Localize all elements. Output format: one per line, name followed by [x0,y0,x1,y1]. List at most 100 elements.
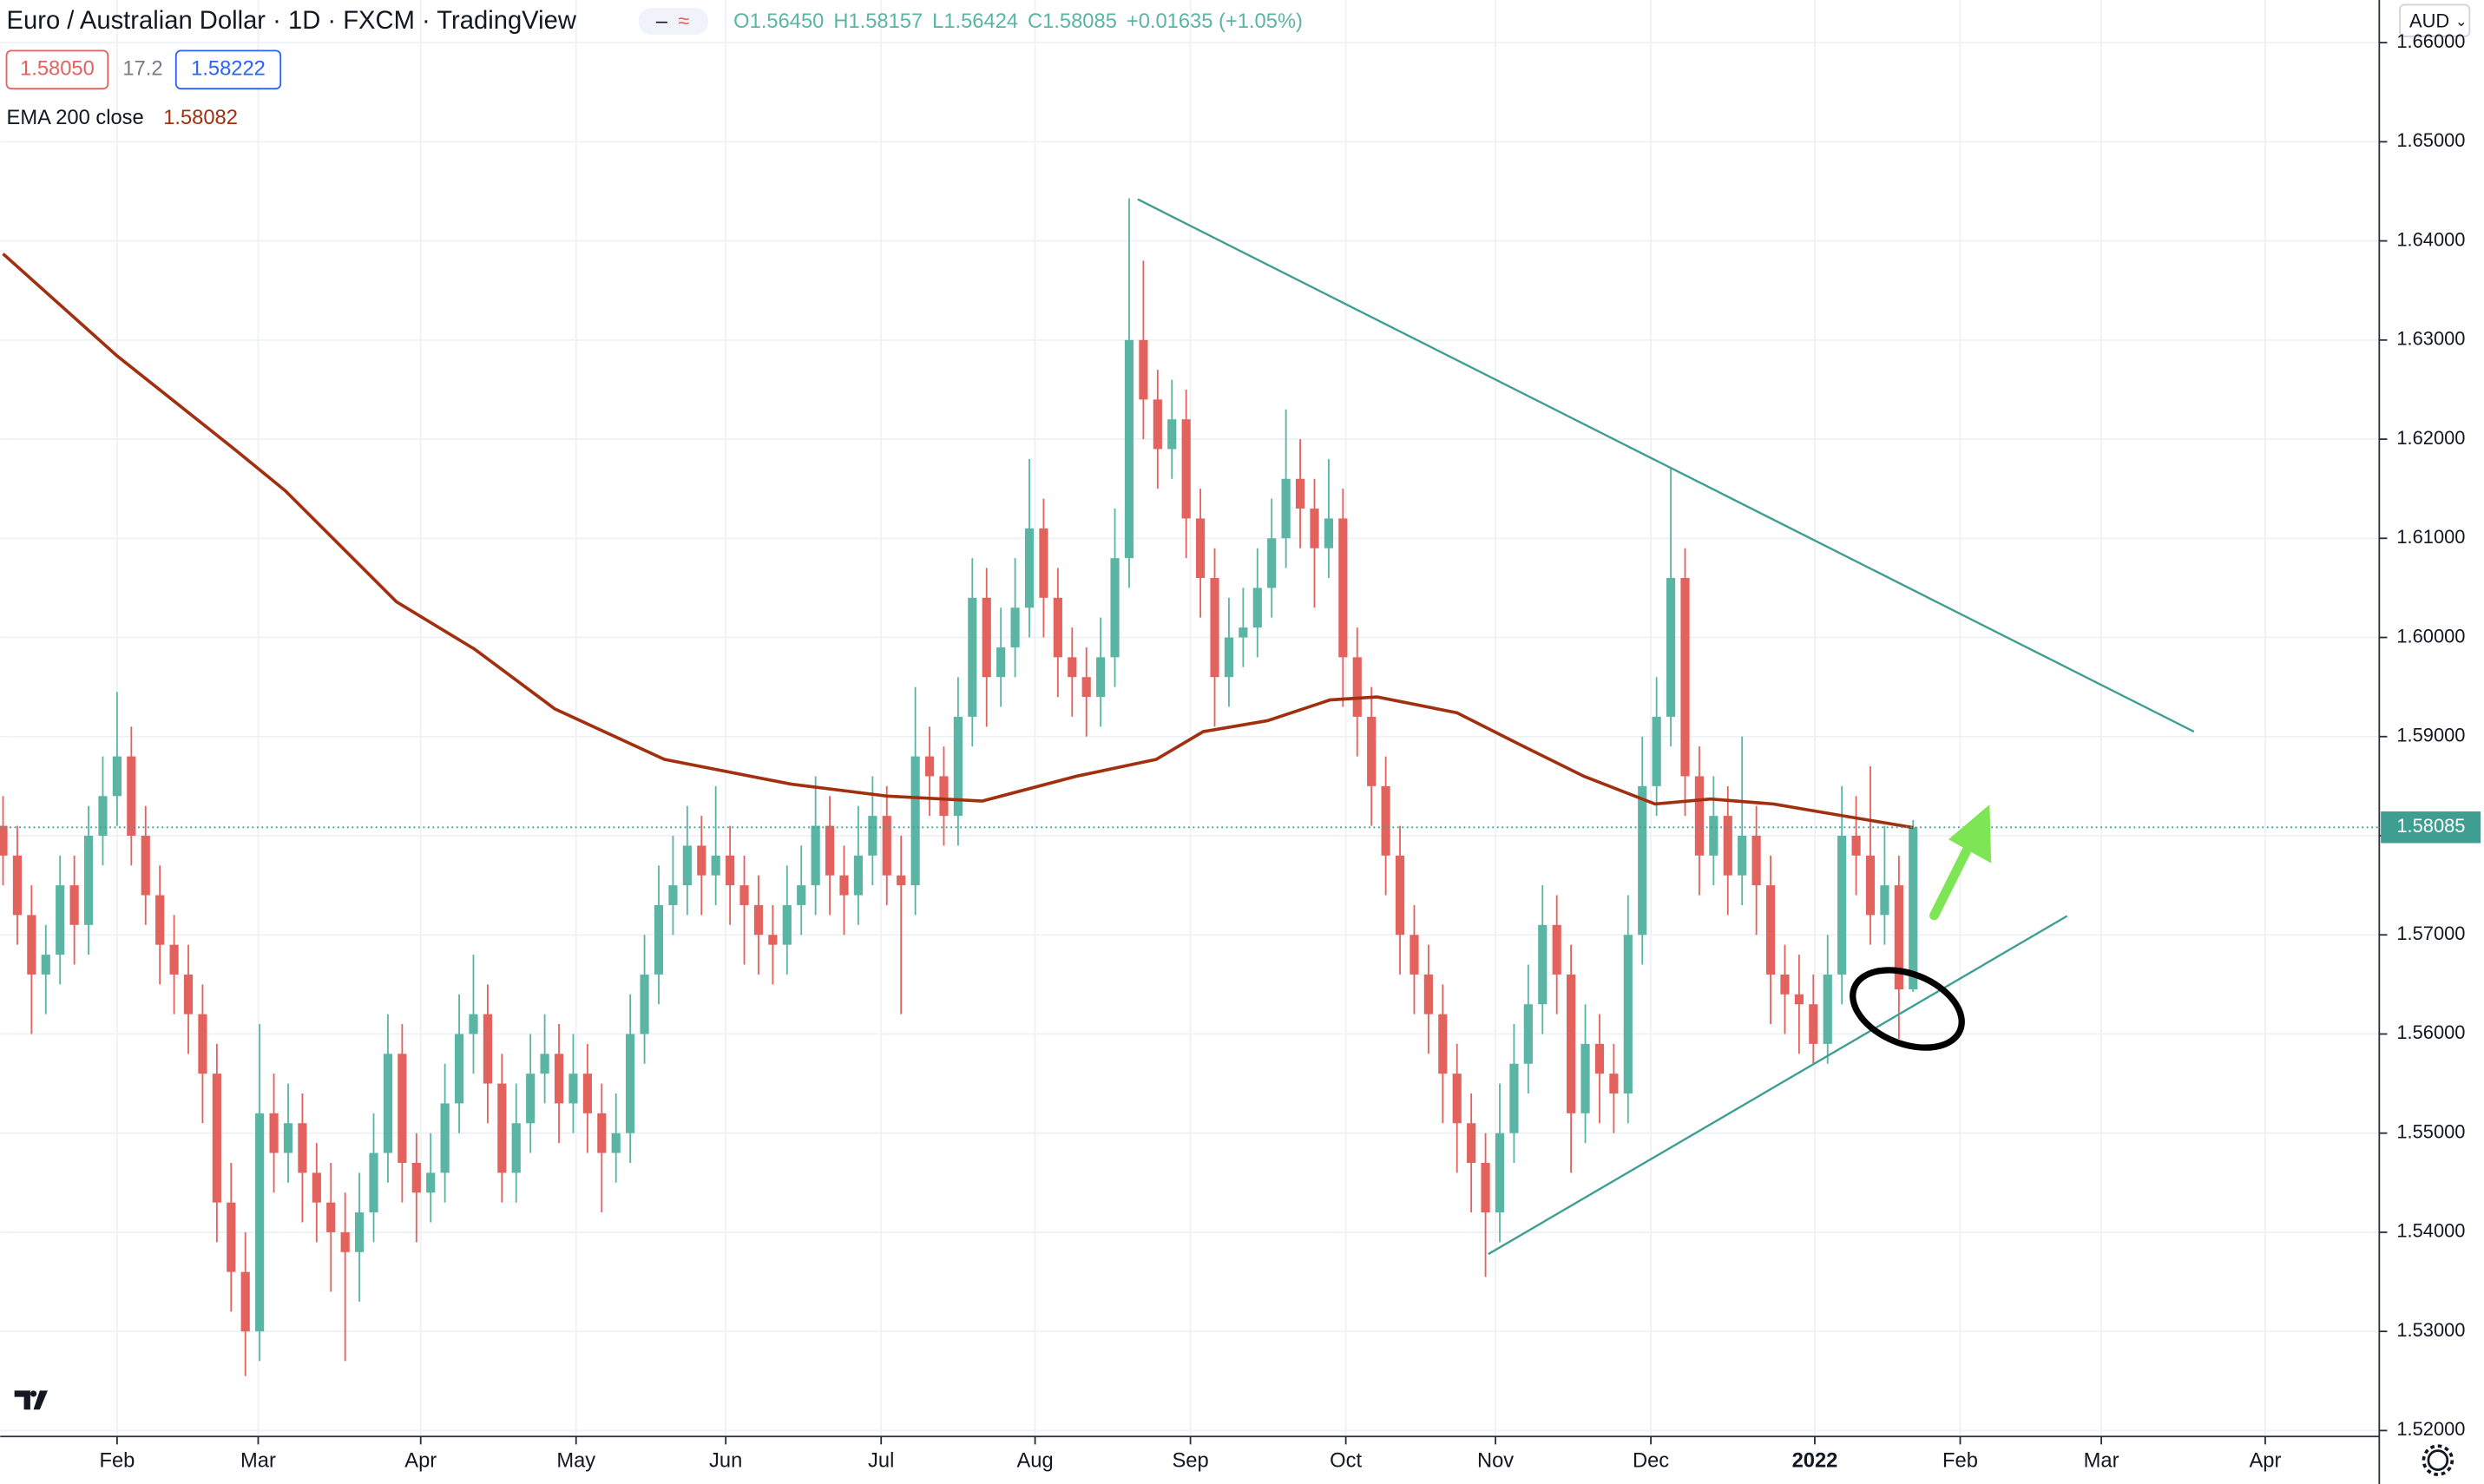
candle-body [1224,637,1234,678]
y-tick-label: 1.54000 [2396,1220,2465,1242]
candle-body [1880,885,1889,916]
tradingview-logo[interactable] [3,1373,57,1428]
trendline [1488,915,2068,1256]
candle-body [112,756,122,797]
x-tick-label: Aug [1016,1450,1053,1473]
x-tick-label: Mar [240,1450,276,1473]
candle-body [968,597,977,717]
candle-body [1381,785,1390,856]
y-tick-label: 1.61000 [2396,526,2465,548]
change-value: +0.01635 (+1.05%) [1127,10,1303,33]
candle-body [183,974,194,1015]
candle-body [56,885,65,955]
ema-line [2,253,1914,830]
candle-body [1652,716,1661,786]
candle-body [953,716,963,817]
candle-body [383,1054,393,1153]
ohlc-legend: O1.56450 H1.58157 L1.56424 C1.58085 +0.01635… [733,10,1303,33]
candle-body [1053,597,1062,658]
bid-box[interactable] [5,49,109,90]
gear-ring [2427,1449,2449,1471]
candle-body [27,915,36,975]
candle-body [682,845,692,886]
candle-body [1267,538,1277,588]
candle-body [897,875,906,886]
y-tick-label: 1.56000 [2396,1021,2465,1043]
candle-body [1837,835,1847,975]
x-tick-label: Apr [404,1450,437,1473]
y-tick-label: 1.55000 [2396,1120,2465,1142]
toggle-dash: ‒ [656,10,668,33]
candle-body [1794,994,1804,1005]
candle-body [882,816,891,876]
trendline [1137,198,2195,733]
candle-body [1680,577,1690,777]
candle-body [611,1133,621,1153]
candle-body [326,1202,336,1232]
candle-body [939,776,949,817]
ohlc-value: H1.58157 [833,10,923,33]
compare-toggle[interactable] [638,8,708,36]
ask-box[interactable] [174,49,282,90]
candle-body [668,885,678,905]
y-tick-label: 1.60000 [2396,625,2465,647]
candle-body [1139,339,1148,400]
last-price-label: 1.58085 [2396,815,2465,837]
x-tick-label: Sep [1172,1450,1208,1473]
ohlc-value: O1.56450 [733,10,824,33]
x-tick-label: 2022 [1792,1450,1838,1473]
candle-body [127,756,136,836]
candle-body [839,875,849,896]
candle-body [240,1271,250,1332]
candle-body [568,1074,578,1104]
spread: 17.2 [122,58,162,81]
candle-body [1410,935,1419,975]
settings-button[interactable] [2422,1444,2454,1476]
y-tick-label: 1.59000 [2396,725,2465,746]
candle-body [355,1212,365,1252]
candle-body [440,1103,450,1173]
candle-body [312,1172,321,1203]
candle-body [1809,1004,1818,1044]
candle-body [1823,974,1832,1044]
candle-body [227,1202,236,1272]
candle-body [1709,816,1718,856]
candle-body [1580,1043,1590,1113]
last-price-box [2381,811,2481,844]
candle-body [1609,1074,1619,1094]
logo-dot [30,1390,37,1397]
candle-body [753,904,764,936]
y-tick-label: 1.52000 [2396,1418,2465,1440]
candle-body [1452,1074,1462,1124]
candle-body [910,756,920,886]
candle-body [1068,657,1077,678]
candle-body [1010,607,1020,647]
x-tick-label: Feb [99,1450,135,1473]
candle-body [1196,518,1206,578]
candle-body [797,885,806,905]
candle-body [597,1113,607,1153]
candle-body [1167,419,1177,450]
candle-body [255,1113,265,1332]
candle-body [1780,974,1790,995]
candle-body [469,1014,478,1034]
candle-body [540,1054,549,1074]
candle-body [1538,924,1548,1005]
currency-button[interactable] [2399,3,2471,37]
candle-body [626,1034,635,1133]
candle-body [982,597,991,678]
candle-body [1567,974,1576,1113]
x-tick-label: Feb [1942,1450,1978,1473]
candle-body [426,1172,436,1193]
x-tick-label: Apr [2249,1450,2281,1473]
candle-body [1110,558,1120,658]
candle-body [298,1123,307,1173]
candle-body [283,1123,293,1153]
arrow-head [1948,804,1992,863]
candle-body [1295,478,1305,509]
candle-body [1509,1063,1519,1133]
candle-body [1765,885,1776,975]
candle-body [726,855,735,886]
